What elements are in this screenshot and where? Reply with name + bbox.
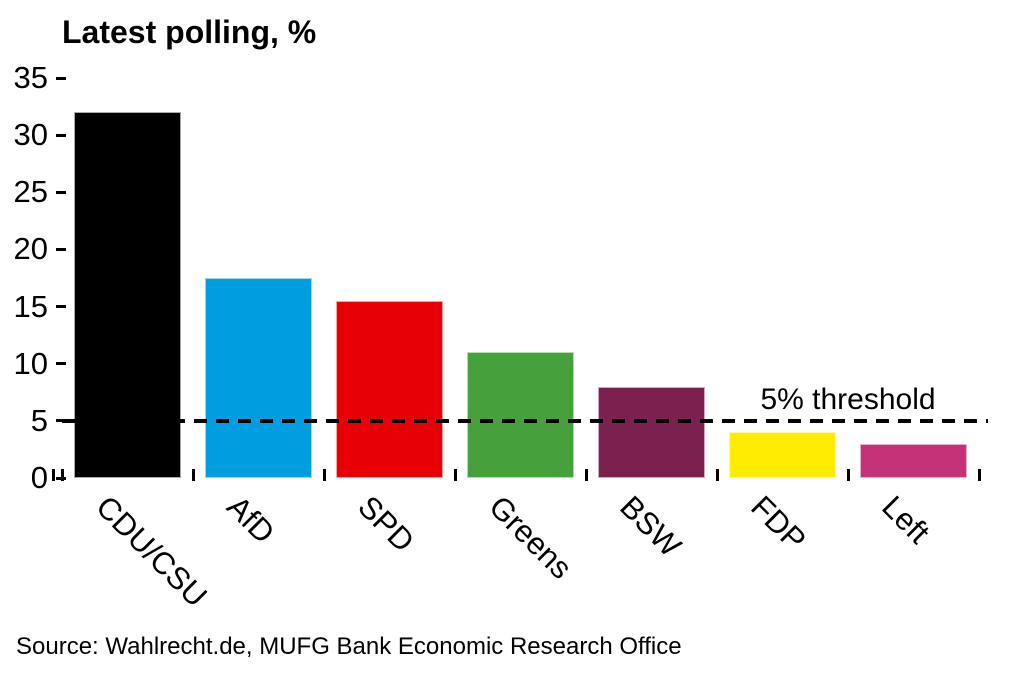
y-axis-tick: [56, 190, 66, 194]
bar-spd: [336, 300, 443, 478]
bar-left: [860, 443, 967, 478]
y-axis-tick: [56, 247, 66, 251]
axis-origin-tick: [52, 469, 55, 481]
threshold-line: [62, 419, 988, 423]
y-axis-label: 15: [13, 288, 48, 324]
chart-title: Latest polling, %: [62, 14, 317, 50]
y-axis-label: 25: [13, 174, 48, 210]
y-axis-tick: [56, 76, 66, 80]
y-axis-label: 35: [13, 60, 48, 95]
x-axis-label: Left: [874, 489, 937, 551]
y-axis-label: 5: [30, 402, 48, 438]
x-axis-tick: [715, 469, 719, 481]
threshold-label: 5% threshold: [760, 383, 936, 416]
bar-afd: [205, 278, 312, 478]
x-axis-label: CDU/CSU: [88, 489, 214, 614]
x-axis-label: Greens: [481, 489, 579, 586]
y-axis-tick: [56, 419, 66, 423]
y-axis-label: 0: [30, 460, 48, 495]
x-axis-label: SPD: [350, 489, 421, 559]
x-axis-tick: [584, 469, 588, 481]
x-axis-tick: [322, 469, 326, 481]
x-axis-tick: [60, 469, 64, 481]
x-axis-label: AfD: [219, 489, 282, 551]
y-axis-label: 30: [13, 117, 48, 153]
x-axis-label: FDP: [743, 489, 813, 558]
bar-cdu-csu: [74, 112, 181, 478]
y-axis-label: 20: [13, 231, 48, 267]
bar-fdp: [729, 432, 836, 478]
x-axis-tick: [191, 469, 195, 481]
y-axis-tick: [56, 305, 66, 309]
y-axis-tick: [56, 133, 66, 137]
x-axis-tick: [453, 469, 457, 481]
x-axis-tick: [846, 469, 850, 481]
source-note: Source: Wahlrecht.de, MUFG Bank Economic…: [16, 633, 682, 660]
y-axis-tick: [56, 362, 66, 366]
bar-greens: [467, 352, 574, 478]
x-axis-label: BSW: [612, 489, 688, 564]
bar-bsw: [598, 386, 705, 478]
x-axis-tick: [977, 469, 981, 481]
y-axis-label: 10: [13, 345, 48, 381]
